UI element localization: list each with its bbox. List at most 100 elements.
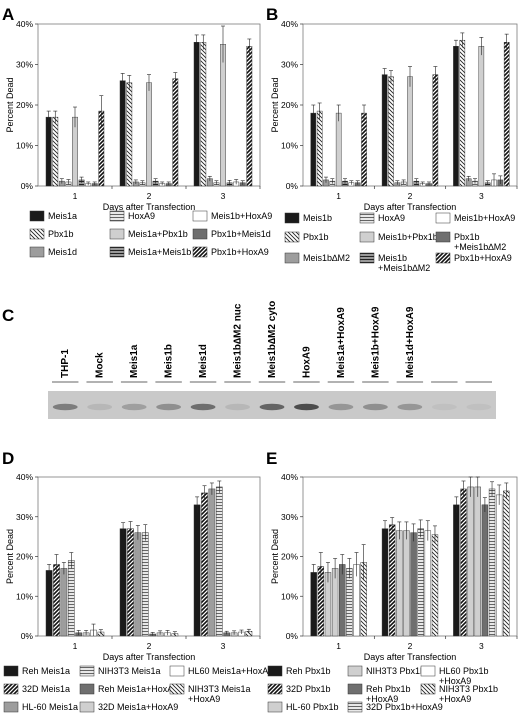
y-tick-label: 20% <box>281 100 298 110</box>
x-tick-label: 1 <box>336 191 341 201</box>
x-tick-label: 1 <box>73 641 78 651</box>
legend-entry: Reh Pbx1b <box>286 666 331 676</box>
legend-entry: Pbx1b +Meis1b∆M2 <box>454 232 506 252</box>
legend-swatch <box>347 701 363 713</box>
blot-band <box>294 403 319 411</box>
lane-label: Meis1b∆M2 nuc <box>233 303 244 378</box>
panel-label-e: E <box>266 449 277 468</box>
bar <box>72 116 78 187</box>
bar <box>453 504 460 637</box>
bar <box>60 568 68 637</box>
blot-band <box>156 403 182 411</box>
bar <box>388 76 394 187</box>
x-axis-label: Days after Transfection <box>103 202 196 212</box>
legend-entry: Reh Meis1a <box>22 666 70 676</box>
bar <box>310 112 317 187</box>
legend-swatch <box>79 683 95 695</box>
legend-swatch <box>347 683 363 695</box>
bar <box>481 504 489 637</box>
bar <box>478 46 485 187</box>
y-tick-label: 0% <box>21 631 34 641</box>
blot-band <box>397 403 423 411</box>
panel-label-c: C <box>2 306 14 325</box>
y-tick-label: 20% <box>281 552 298 562</box>
legend-swatch <box>359 212 375 224</box>
legend-swatch <box>192 228 208 240</box>
bar <box>431 534 439 637</box>
blot-band <box>225 403 250 411</box>
x-tick-label: 2 <box>147 641 152 651</box>
x-tick-label: 1 <box>336 641 341 651</box>
legend-entry: HoxA9 <box>128 211 155 221</box>
chart-a: 0% 10% 20% 30% 40% Percent Dead Days after Tra… <box>5 19 272 258</box>
legend-entry: NIH3T3 Meis1a <box>98 666 161 676</box>
panel-label-b: B <box>266 5 278 24</box>
legend-swatch <box>109 246 125 258</box>
blot-band <box>328 403 354 411</box>
y-axis-label: Percent Dead <box>270 529 280 584</box>
legend-entry: Meis1b+HoxA9 <box>454 213 515 223</box>
bar <box>67 560 75 637</box>
y-axis-label: Percent Dead <box>5 529 15 584</box>
lane-label: HoxA9 <box>301 346 312 378</box>
legend-swatch <box>267 665 283 677</box>
y-tick-label: 40% <box>281 19 298 29</box>
bar <box>53 564 60 637</box>
legend-entry: Pbx1b+HoxA9 <box>211 247 269 257</box>
legend-swatch <box>79 665 95 677</box>
legend-swatch <box>29 210 45 222</box>
x-tick-label: 3 <box>479 191 484 201</box>
legend-swatch <box>359 252 375 264</box>
legend-swatch <box>284 252 300 264</box>
chart-e: 0% 10% 20% 30% 40% Percent Dead Days after Tra… <box>267 472 518 713</box>
bar <box>246 46 253 187</box>
bar <box>335 112 342 187</box>
legend-entry: Pbx1b <box>48 229 74 239</box>
bar <box>220 44 226 187</box>
lane-label: Meis1a <box>129 344 140 378</box>
blot-band <box>87 403 113 411</box>
legend-entry: Meis1b +Meis1b∆M2 <box>378 253 430 273</box>
legend-entry: Meis1a+Pbx1b <box>128 229 188 239</box>
legend-entry: 32D Pbx1b <box>286 684 331 694</box>
legend-swatch <box>284 212 300 224</box>
x-tick-label: 3 <box>221 641 226 651</box>
y-tick-label: 10% <box>281 591 298 601</box>
legend-entry: Reh Meis1a+HoxA9 <box>98 684 178 694</box>
bar <box>432 74 439 187</box>
x-tick-label: 2 <box>408 641 413 651</box>
bar <box>146 82 152 187</box>
lane-label: THP-1 <box>60 349 71 378</box>
bar <box>381 74 388 187</box>
blot-band <box>52 403 78 411</box>
bar <box>410 532 417 637</box>
y-tick-label: 0% <box>286 631 299 641</box>
bar <box>119 528 127 637</box>
legend-swatch <box>435 212 451 224</box>
bar <box>339 564 346 637</box>
bar <box>495 494 503 637</box>
legend-entry: Meis1a <box>48 211 77 221</box>
bar <box>134 532 142 637</box>
legend-swatch <box>192 246 208 258</box>
legend-entry: Meis1b <box>303 213 332 223</box>
bar <box>460 488 467 637</box>
y-axis-label: Percent Dead <box>5 77 15 132</box>
blot-band <box>466 403 492 411</box>
x-axis-label: Days after Transfection <box>103 652 196 662</box>
bar <box>208 488 216 637</box>
bar <box>126 82 133 187</box>
bar <box>417 528 424 637</box>
x-tick-label: 2 <box>147 191 152 201</box>
bar <box>45 570 53 637</box>
bar <box>127 528 134 637</box>
legend-entry: HL60 Pbx1b +HoxA9 <box>439 666 489 686</box>
y-tick-label: 0% <box>21 181 34 191</box>
bar <box>331 568 339 637</box>
bar <box>193 41 200 187</box>
legend-entry: Pbx1b+Meis1d <box>211 229 271 239</box>
y-tick-label: 40% <box>16 19 33 29</box>
blot-band <box>121 403 147 411</box>
legend-swatch <box>109 210 125 222</box>
y-tick-label: 0% <box>286 181 299 191</box>
